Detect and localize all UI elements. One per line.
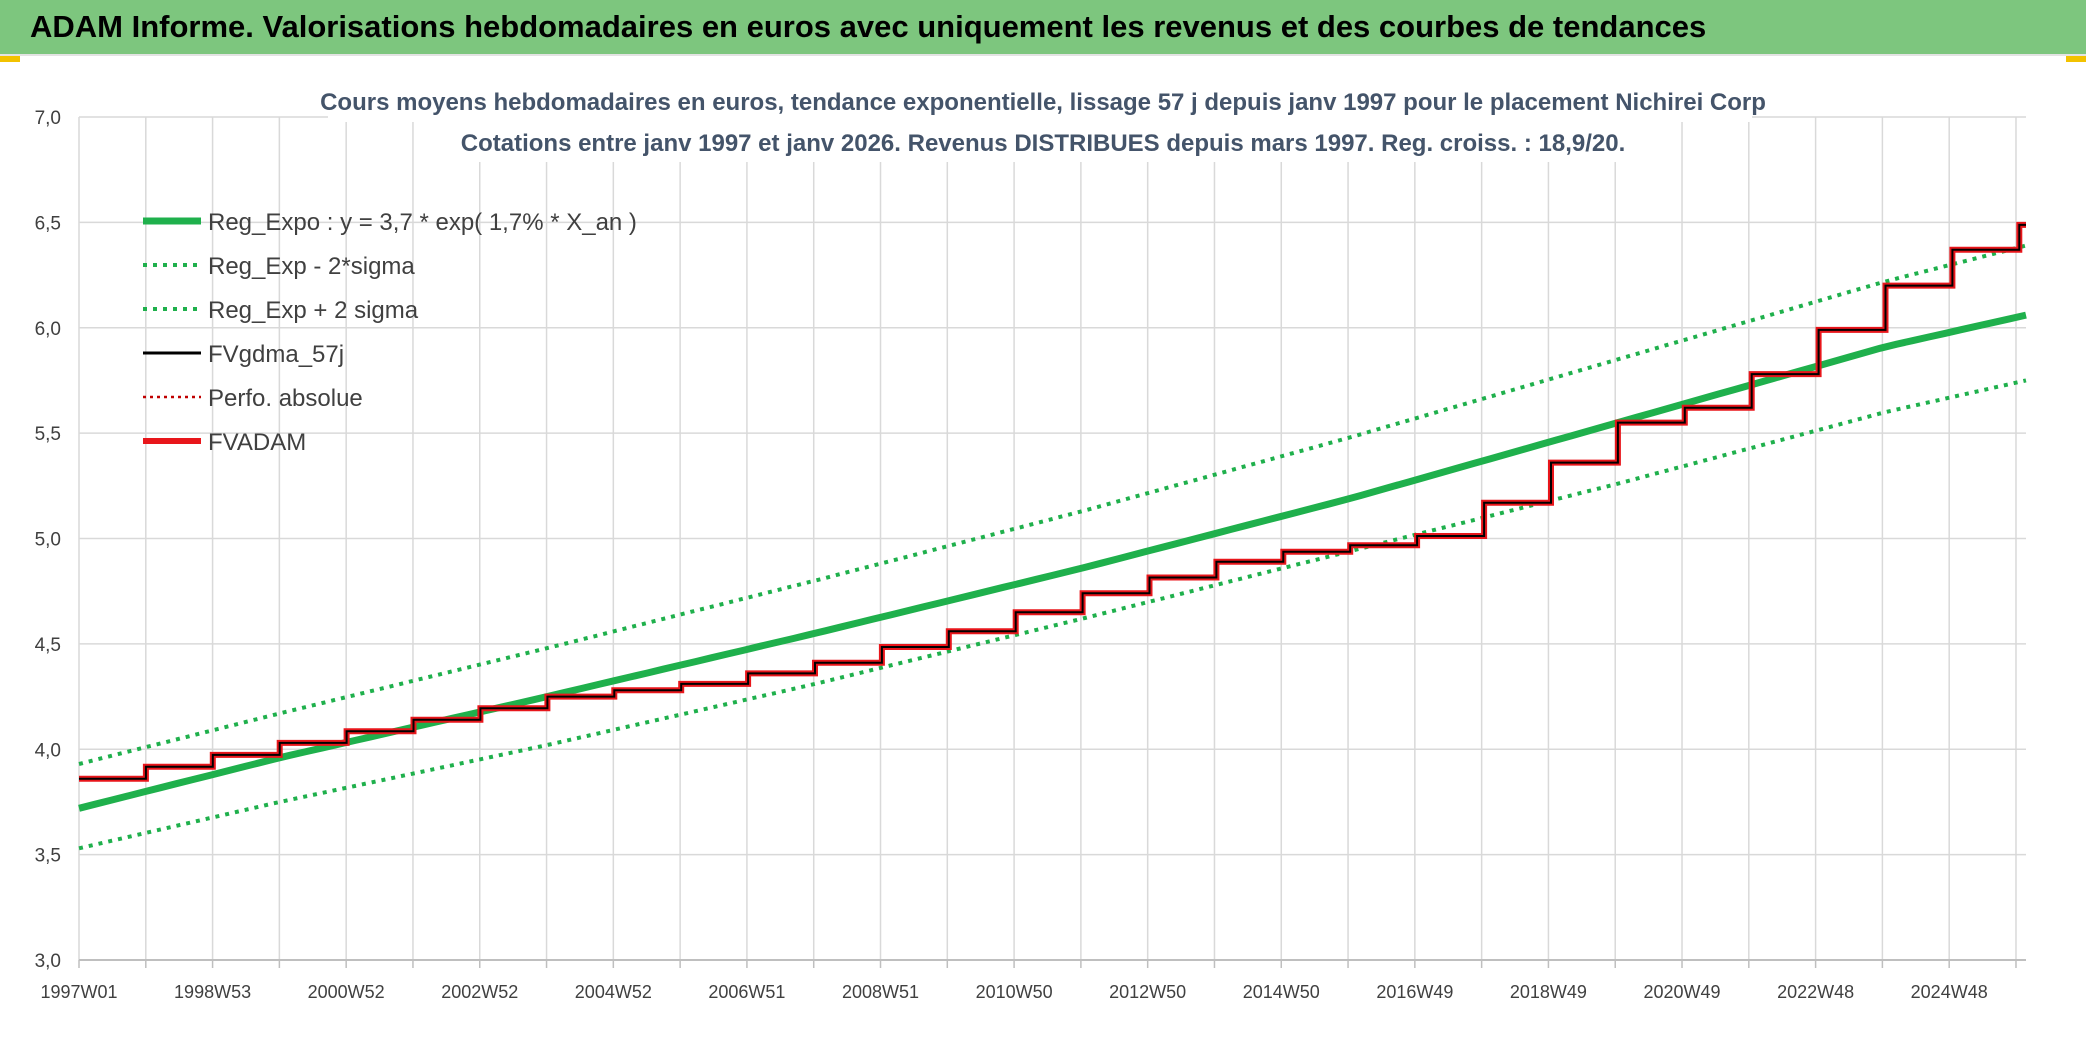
x-tick-label: 2016W49 [1376,982,1453,1002]
corner-marker-right [2066,54,2086,62]
legend-label: Reg_Exp + 2 sigma [208,297,419,324]
series-reg-minus-sigma-line [78,378,2027,851]
x-tick-label: 2012W50 [1109,982,1186,1002]
x-tick-label: 2006W51 [708,982,785,1002]
y-tick-label: 6,0 [35,319,61,340]
series-fvgdma-overlay [79,223,2026,780]
legend: Reg_Expo : y = 3,7 * exp( 1,7% * X_an ) R… [143,209,637,456]
x-tick-label: 2020W49 [1643,982,1720,1002]
x-tick-label: 1998W53 [174,982,251,1002]
chart-title-background [328,82,1752,122]
x-tick-label: 2008W51 [842,982,919,1002]
y-tick-label: 4,5 [35,635,61,656]
series-reg-plus-sigma-line [78,243,2027,766]
legend-label: Perfo. absolue [208,385,363,412]
chart-subtitle-background [460,122,1620,162]
x-tick-label: 2022W48 [1777,982,1854,1002]
legend-label: Reg_Exp - 2*sigma [208,253,415,280]
y-tick-label: 5,0 [35,530,61,551]
chart-frame [0,54,2086,1038]
corner-marker-left [0,54,20,62]
x-tick-label: 2018W49 [1510,982,1587,1002]
y-tick-label: 5,5 [35,424,61,445]
chart-title: Cours moyens hebdomadaires en euros, ten… [320,89,1766,116]
grid [78,116,2026,961]
report-banner: ADAM Informe. Valorisations hebdomadaire… [0,0,2086,54]
y-tick-label: 7,0 [35,108,61,129]
y-tick-label: 4,0 [35,740,61,761]
legend-label: FVgdma_57j [208,341,344,368]
legend-label: Reg_Expo : y = 3,7 * exp( 1,7% * X_an ) [208,209,637,236]
x-tick-label: 2004W52 [575,982,652,1002]
y-tick-label: 3,0 [35,951,61,972]
x-tick-label: 2010W50 [976,982,1053,1002]
axes: 3,0 3,5 4,0 4,5 5,0 5,5 6,0 6,5 7,0 1997W01 1998W5… [35,108,2026,1002]
x-tick-label: 2024W48 [1911,982,1988,1002]
plot-area [78,221,2027,851]
y-tick-label: 3,5 [35,846,61,867]
x-tick-label: 2000W52 [308,982,385,1002]
x-tick-label: 1997W01 [40,982,117,1002]
x-tick-label: 2014W50 [1243,982,1320,1002]
x-tick-label: 2002W52 [441,982,518,1002]
y-tick-label: 6,5 [35,213,61,234]
report-title: ADAM Informe. Valorisations hebdomadaire… [30,9,1707,44]
series-reg-expo-line [78,311,2027,812]
legend-label: FVADAM [208,429,306,456]
chart-subtitle: Cotations entre janv 1997 et janv 2026. … [461,130,1626,157]
